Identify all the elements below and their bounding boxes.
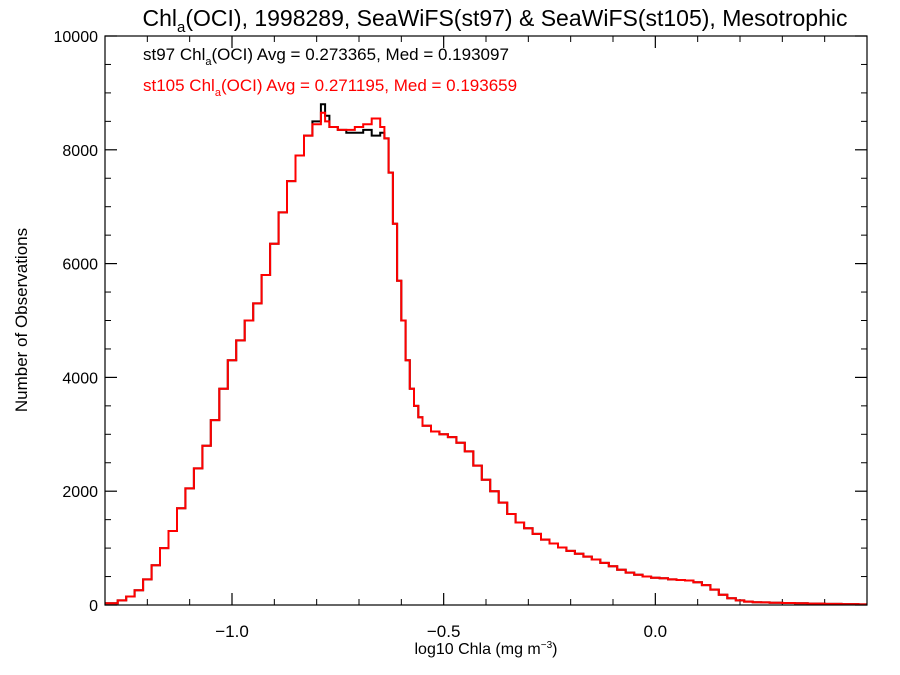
x-axis-label-sup: −3 bbox=[541, 640, 553, 651]
y-tick-label-4: 8000 bbox=[62, 143, 98, 160]
x-tick-label-1: −0.5 bbox=[427, 622, 461, 641]
x-axis-ticks: −1.0 −0.5 0.0 bbox=[146, 36, 826, 641]
y-tick-label-3: 6000 bbox=[62, 257, 98, 274]
y-axis-ticks: 0 2000 4000 6000 8000 10000 bbox=[54, 29, 867, 615]
annotation-st97-sub: a bbox=[205, 56, 212, 68]
y-tick-label-2: 4000 bbox=[62, 370, 98, 387]
annotation-st105: st105 Chla(OCI) Avg = 0.271195, Med = 0.… bbox=[143, 76, 517, 99]
y-tick-label-1: 2000 bbox=[62, 484, 98, 501]
chart-title-pre: Chl bbox=[143, 5, 178, 31]
series-layer bbox=[105, 103, 867, 606]
chart-title-post: (OCI), 1998289, SeaWiFS(st97) & SeaWiFS(… bbox=[185, 5, 847, 31]
annotation-st105-post: (OCI) Avg = 0.271195, Med = 0.193659 bbox=[221, 76, 517, 95]
y-axis-label: Number of Observations bbox=[12, 228, 31, 412]
y-tick-label-0: 0 bbox=[89, 598, 98, 615]
series-line-st105 bbox=[105, 111, 867, 606]
series-line-st97 bbox=[105, 103, 867, 606]
x-axis-label-post: ) bbox=[552, 641, 557, 658]
annotation-st97-post: (OCI) Avg = 0.273365, Med = 0.193097 bbox=[212, 45, 509, 64]
x-tick-label-2: 0.0 bbox=[644, 622, 668, 641]
plot-frame bbox=[104, 35, 868, 606]
annotation-st97-pre: st97 Chl bbox=[143, 45, 205, 64]
x-axis-label: log10 Chla (mg m−3) bbox=[414, 640, 557, 658]
y-tick-label-5: 10000 bbox=[54, 29, 99, 46]
annotation-st97: st97 Chla(OCI) Avg = 0.273365, Med = 0.1… bbox=[143, 45, 509, 68]
chart-title-sub: a bbox=[177, 19, 186, 36]
x-axis-label-pre: log10 Chla (mg m bbox=[414, 641, 540, 658]
annotation-st105-pre: st105 Chl bbox=[143, 76, 215, 95]
chart-title: Chla(OCI), 1998289, SeaWiFS(st97) & SeaW… bbox=[143, 5, 848, 36]
annotation-st105-sub: a bbox=[215, 87, 222, 99]
x-tick-label-0: −1.0 bbox=[215, 622, 249, 641]
